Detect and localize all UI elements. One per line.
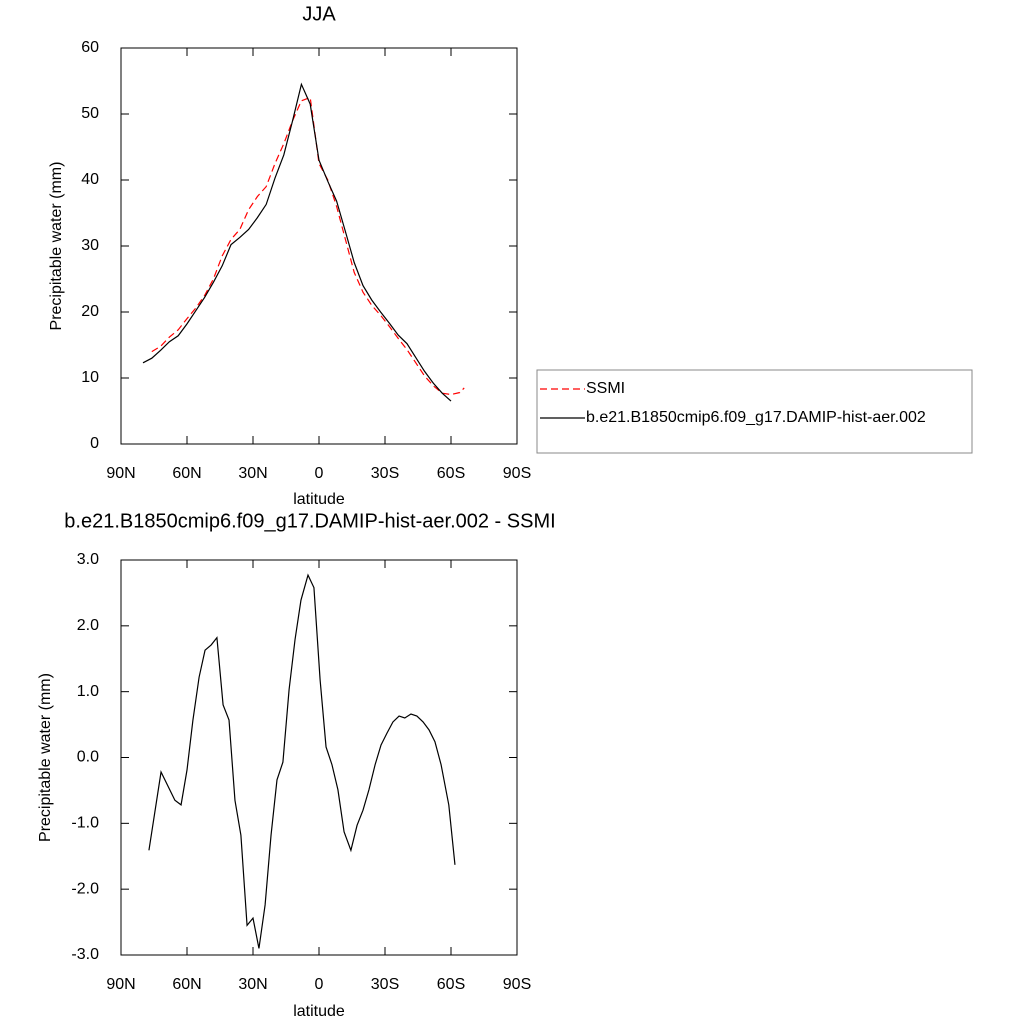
y-tick-label: 1.0 (77, 683, 99, 700)
plot-frame (120, 47, 518, 445)
x-tick-label: 90S (503, 976, 531, 993)
legend-label: b.e21.B1850cmip6.f09_g17.DAMIP-hist-aer.… (586, 409, 926, 426)
x-axis-label: latitude (293, 491, 345, 508)
chart-title: JJA (302, 3, 336, 25)
x-tick-label: 60N (172, 976, 201, 993)
y-tick-label: -1.0 (71, 815, 99, 832)
x-tick-label: 60N (172, 465, 201, 482)
y-tick-label: 3.0 (77, 551, 99, 568)
y-tick-label: 10 (81, 369, 99, 386)
x-axis-label: latitude (293, 1003, 345, 1020)
x-tick-label: 60S (437, 976, 465, 993)
x-tick-label: 0 (315, 465, 324, 482)
y-tick-label: 30 (81, 237, 99, 254)
x-tick-label: 0 (315, 976, 324, 993)
plot-frame (120, 559, 518, 956)
y-axis-label: Precipitable water (mm) (37, 673, 54, 842)
x-tick-label: 90N (106, 465, 135, 482)
y-tick-label: 50 (81, 105, 99, 122)
x-tick-label: 30S (371, 976, 399, 993)
y-tick-label: -3.0 (71, 946, 99, 963)
x-tick-label: 30S (371, 465, 399, 482)
y-tick-label: 2.0 (77, 617, 99, 634)
data-line (142, 82, 452, 402)
x-tick-label: 30N (238, 976, 267, 993)
y-tick-label: 0.0 (77, 749, 99, 766)
legend-box (536, 369, 973, 454)
y-tick-label: 0 (90, 435, 99, 452)
data-line (148, 573, 456, 949)
y-tick-label: 20 (81, 303, 99, 320)
x-tick-label: 30N (238, 465, 267, 482)
y-tick-label: 60 (81, 39, 99, 56)
chart-title: b.e21.B1850cmip6.f09_g17.DAMIP-hist-aer.… (64, 510, 555, 532)
y-tick-label: 40 (81, 171, 99, 188)
x-tick-label: 90S (503, 465, 531, 482)
data-line (151, 96, 465, 396)
y-axis-label: Precipitable water (mm) (48, 162, 65, 331)
legend-label: SSMI (586, 380, 625, 397)
y-tick-label: -2.0 (71, 880, 99, 897)
x-tick-label: 60S (437, 465, 465, 482)
x-tick-label: 90N (106, 976, 135, 993)
